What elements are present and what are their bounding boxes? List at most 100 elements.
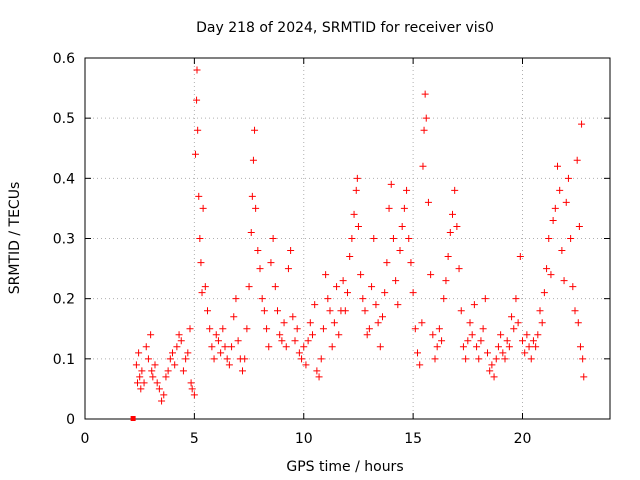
data-point <box>442 277 450 285</box>
data-point <box>551 204 559 212</box>
data-point <box>160 391 168 399</box>
data-point <box>293 325 301 333</box>
data-point <box>512 295 520 303</box>
data-point <box>363 331 371 339</box>
data-point <box>344 289 351 297</box>
data-point <box>302 361 310 369</box>
data-point <box>419 162 427 170</box>
data-point <box>280 319 288 327</box>
data-point <box>558 247 566 255</box>
data-point <box>387 180 395 188</box>
data-point <box>306 319 314 327</box>
data-point <box>134 379 141 387</box>
data-point <box>475 355 483 363</box>
data-point <box>457 307 465 315</box>
x-tick-label: 5 <box>190 431 199 447</box>
data-point <box>508 313 516 321</box>
data-point <box>153 379 161 387</box>
data-point <box>193 66 201 74</box>
data-point <box>251 126 259 134</box>
data-point <box>324 295 332 303</box>
data-point <box>201 283 209 291</box>
data-point <box>429 331 437 339</box>
data-point <box>239 367 246 375</box>
data-point <box>516 253 524 261</box>
data-point <box>505 343 513 351</box>
data-point <box>333 283 341 291</box>
data-point <box>368 283 376 291</box>
data-point <box>197 259 205 267</box>
data-point <box>374 319 382 327</box>
data-point <box>204 307 211 315</box>
data-point <box>501 355 509 363</box>
data-point <box>313 367 321 375</box>
data-point <box>206 325 214 333</box>
data-point <box>173 343 181 351</box>
data-point <box>464 337 472 345</box>
y-tick-label: 0 <box>66 412 75 428</box>
data-point <box>379 313 386 321</box>
data-point <box>574 319 582 327</box>
data-point <box>263 325 271 333</box>
data-point <box>521 349 529 357</box>
data-point <box>225 361 233 369</box>
data-point <box>538 319 546 327</box>
data-point <box>455 265 463 273</box>
data-point <box>398 222 406 230</box>
data-point <box>254 247 262 255</box>
data-point <box>497 331 505 339</box>
data-point <box>287 247 295 255</box>
data-point <box>488 361 496 369</box>
data-point <box>271 283 279 291</box>
data-point <box>140 379 148 387</box>
data-point <box>365 325 373 333</box>
data-point <box>545 235 553 242</box>
data-point <box>138 367 146 375</box>
data-point <box>223 355 231 363</box>
data-point <box>186 325 194 333</box>
data-point <box>422 114 430 122</box>
data-point <box>492 355 500 363</box>
data-point <box>230 313 238 321</box>
data-point <box>144 355 152 363</box>
data-point <box>403 186 411 194</box>
data-point <box>289 313 297 321</box>
data-point <box>300 343 308 351</box>
data-point <box>484 349 491 357</box>
data-point <box>199 204 207 212</box>
data-point <box>278 337 286 345</box>
data-point <box>580 373 588 381</box>
y-tick-label: 0.6 <box>53 51 75 67</box>
data-point <box>232 295 240 303</box>
data-point <box>525 343 533 351</box>
data-point <box>357 271 365 279</box>
data-point <box>179 367 187 375</box>
axis-ticks: 0 0.1 0.2 0.3 0.4 0.5 0.6 0 5 10 15 20 <box>53 51 610 447</box>
data-point <box>547 271 555 279</box>
data-point <box>217 349 225 357</box>
data-point <box>556 186 564 194</box>
data-point <box>573 156 581 164</box>
data-point <box>291 337 299 345</box>
data-point <box>142 343 150 351</box>
data-point <box>267 259 275 267</box>
data-point <box>219 325 227 333</box>
data-point <box>148 367 156 375</box>
data-point <box>194 126 202 134</box>
data-point <box>383 259 391 267</box>
data-point <box>420 126 428 134</box>
data-point <box>284 265 292 273</box>
data-point <box>304 337 312 345</box>
data-point <box>575 222 583 230</box>
data-point <box>166 355 174 363</box>
data-point <box>486 367 494 375</box>
data-point <box>158 397 166 405</box>
data-point <box>494 343 502 351</box>
x-axis-label: GPS time / hours <box>286 459 403 475</box>
data-point <box>190 391 198 399</box>
data-point <box>330 319 338 327</box>
data-point <box>481 295 489 303</box>
data-point <box>576 343 584 351</box>
